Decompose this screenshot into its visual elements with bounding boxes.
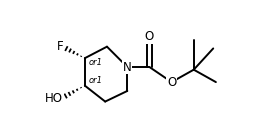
Text: O: O: [145, 30, 154, 43]
Text: N: N: [123, 61, 132, 74]
Text: O: O: [167, 76, 176, 89]
Text: F: F: [57, 40, 64, 53]
Text: HO: HO: [45, 91, 63, 104]
Text: or1: or1: [89, 76, 103, 85]
Text: or1: or1: [89, 58, 103, 67]
